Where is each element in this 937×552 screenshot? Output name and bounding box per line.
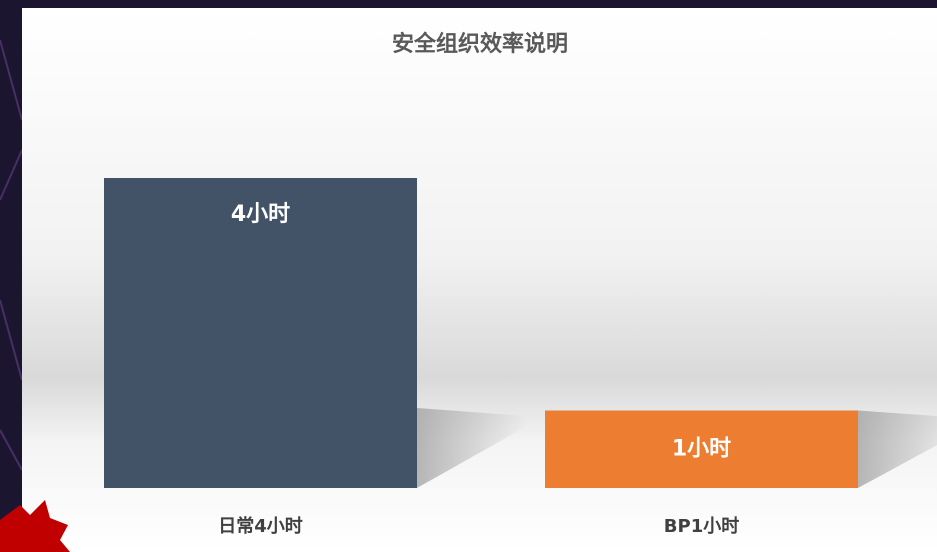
value-label: 4小时 — [231, 202, 290, 227]
background-lines — [0, 39, 23, 471]
bar — [545, 410, 858, 488]
bar — [104, 178, 417, 488]
x-tick-label: BP1小时 — [664, 516, 739, 537]
value-label: 1小时 — [672, 436, 731, 461]
x-tick-label: 日常4小时 — [218, 515, 303, 537]
bar-shadow — [417, 408, 527, 488]
chart-title: 安全组织效率说明 — [392, 31, 568, 57]
starburst — [0, 500, 70, 552]
bar-shadow — [858, 410, 937, 488]
